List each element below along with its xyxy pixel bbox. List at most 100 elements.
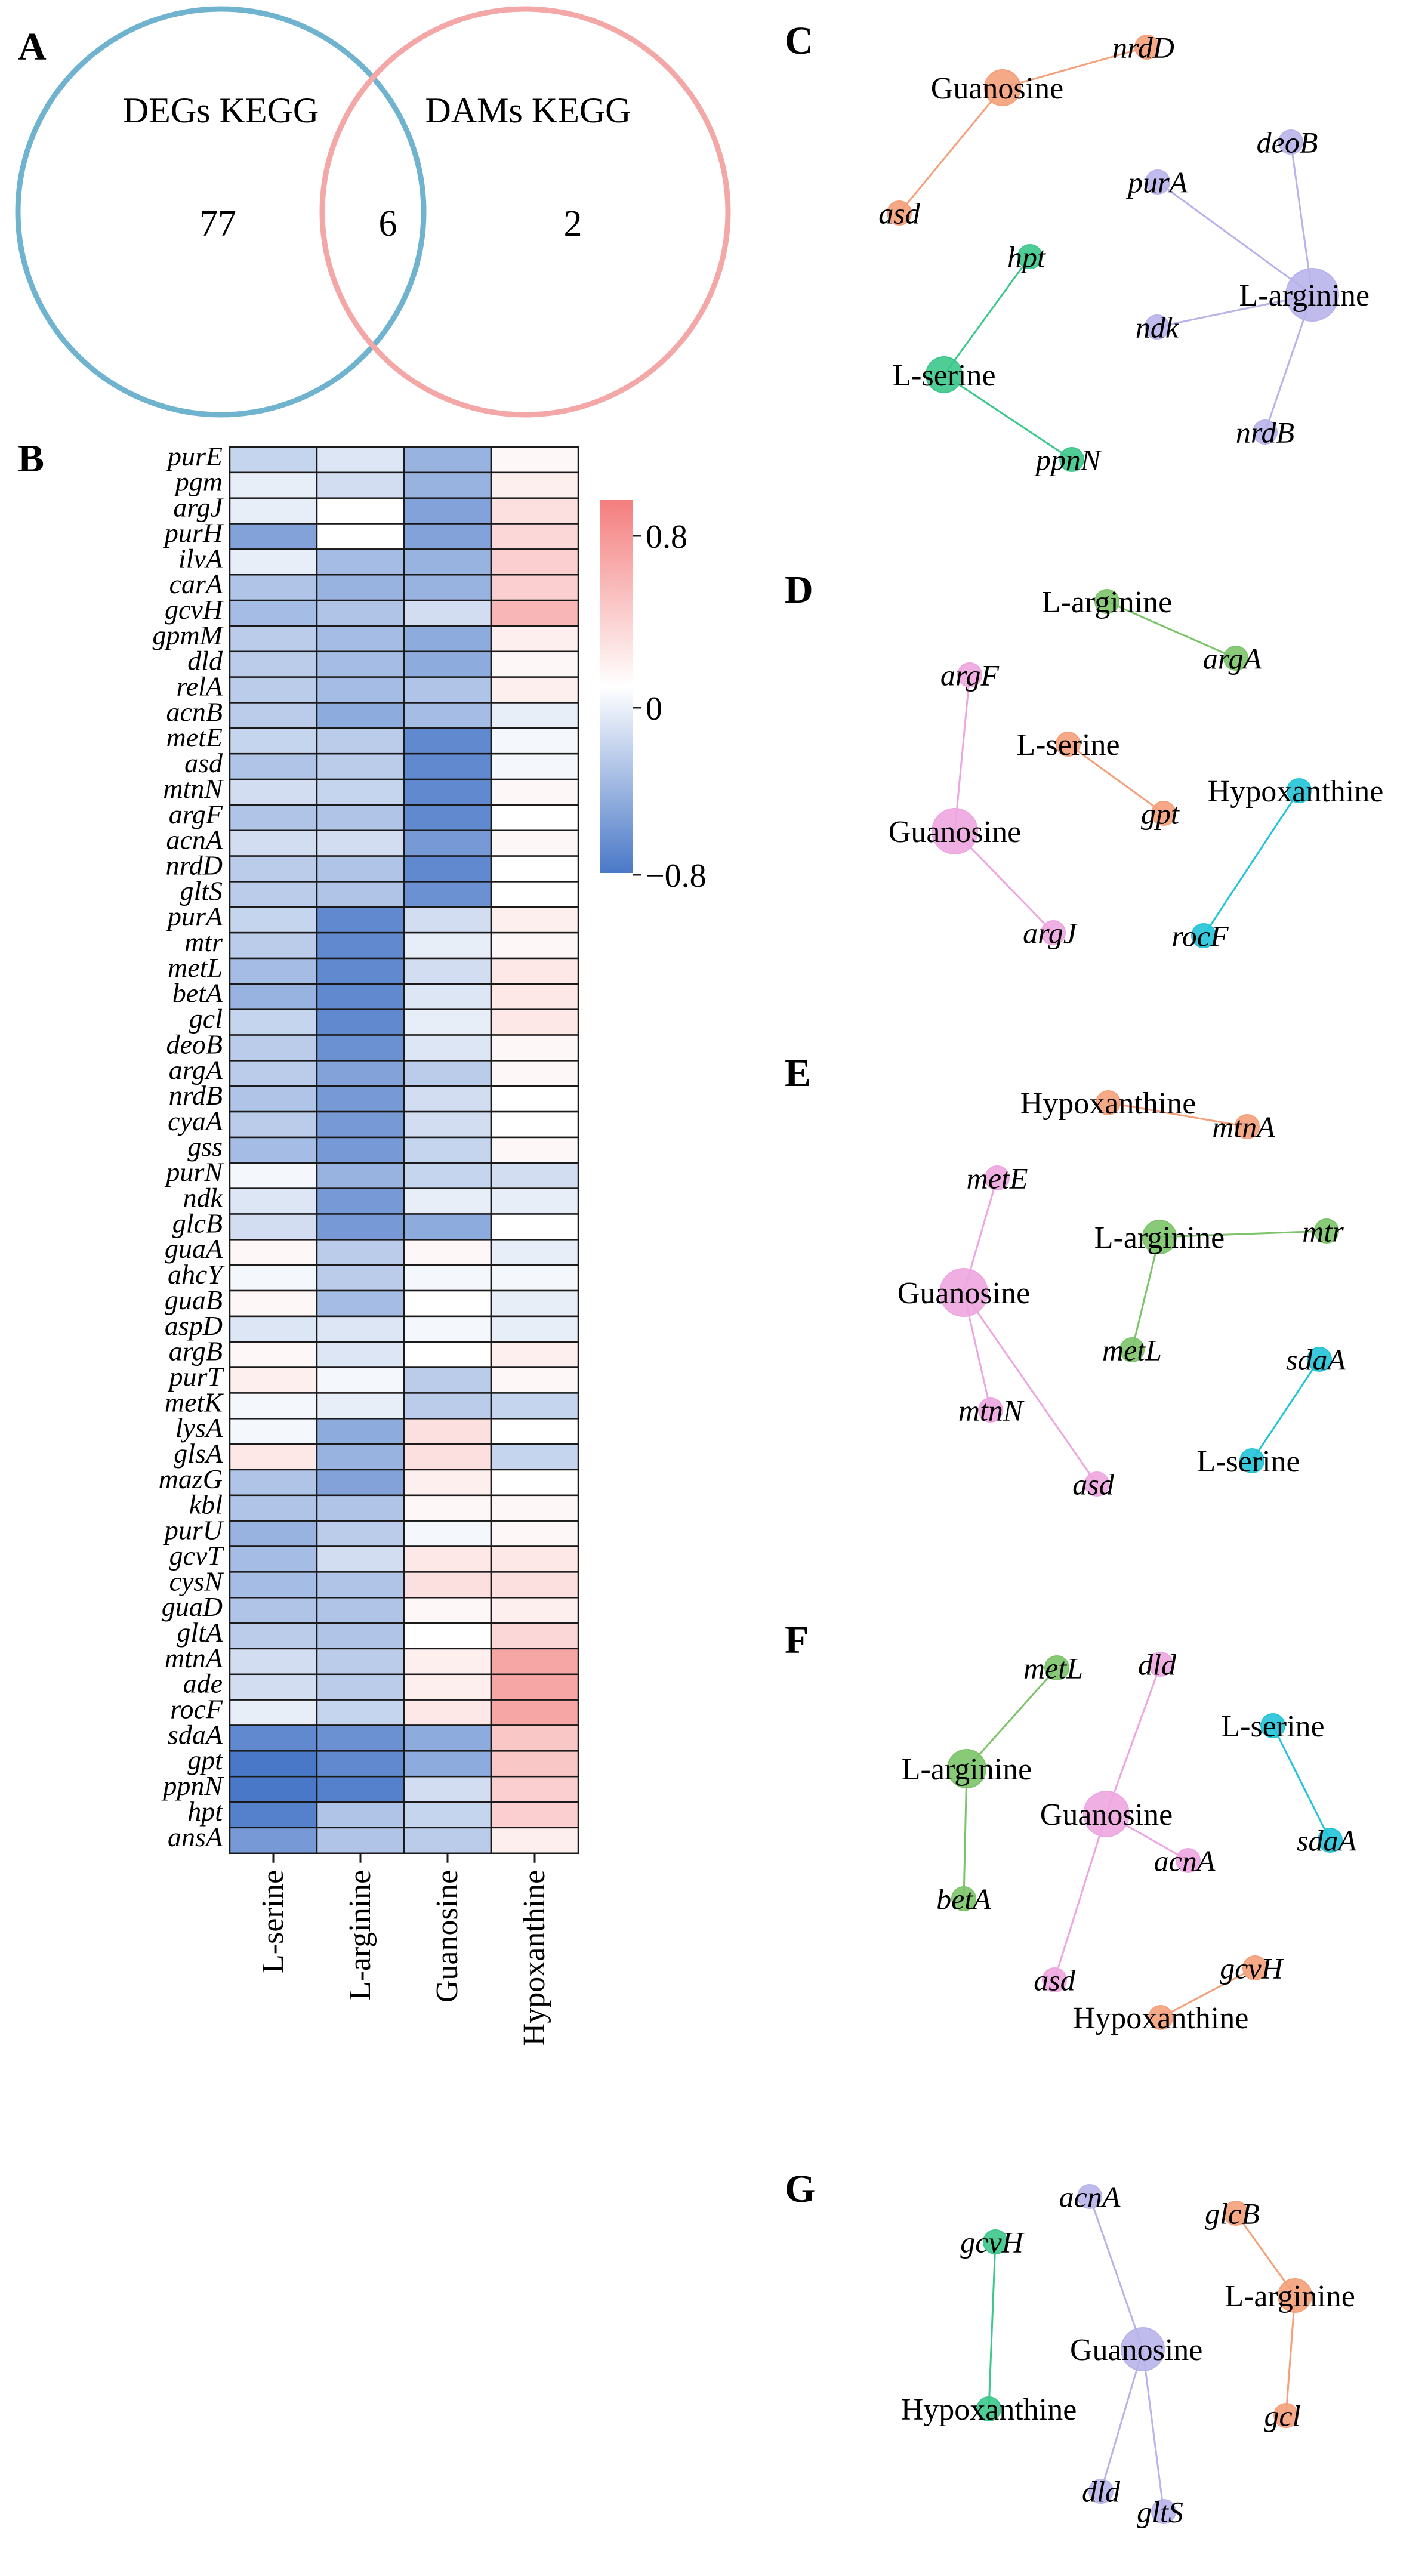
network-c: Guanosine nrdD asd L-arginine deoB purA ndk nrd… (878, 31, 1370, 477)
network-node-label-dld: dld (1082, 2475, 1121, 2509)
network-node-deob (1278, 129, 1303, 155)
heatmap-cell-gpt-guanosine (403, 1750, 492, 1778)
heatmap-cell-ppnn-l-arginine (316, 1775, 405, 1803)
heatmap-cell-gcvh-l-serine (229, 599, 318, 627)
network-node-label-l-serine: L-serine (1221, 1710, 1324, 1744)
heatmap-cell-ndk-l-serine (229, 1187, 318, 1215)
heatmap-row-label: purE (166, 441, 223, 471)
heatmap-row-label: sdaA (168, 1719, 223, 1750)
network-node-hypoxanthine (976, 2396, 1001, 2421)
network-node-label-nrdb: nrdB (1236, 416, 1294, 449)
network-node-l-serine (1260, 1713, 1285, 1738)
heatmap-cell-deob-hypoxanthine (490, 1034, 579, 1062)
heatmap-cell-glsa-guanosine (403, 1443, 492, 1471)
heatmap-cell-argb-l-serine (229, 1341, 318, 1368)
heatmap-cell-asd-l-arginine (316, 752, 405, 780)
heatmap-cell-dld-hypoxanthine (490, 650, 579, 678)
heatmap-cell-aspd-guanosine (403, 1315, 492, 1343)
heatmap-cell-sdaa-hypoxanthine (490, 1724, 579, 1752)
heatmap-cell-mtnn-l-arginine (316, 778, 405, 806)
heatmap-row-label: guaD (162, 1591, 223, 1622)
network-node-sdaa (1318, 1828, 1343, 1853)
network-edge-l-arginine-beta (963, 1768, 968, 1899)
heatmap-row-label: guaB (165, 1285, 223, 1315)
heatmap-cell-glsa-hypoxanthine (490, 1443, 579, 1471)
network-e: Hypoxanthine mtnA Guanosine metE mtnN asd L-ar… (897, 1087, 1346, 1501)
heatmap-cell-rela-hypoxanthine (490, 676, 579, 704)
network-node-label-ppnn: ppnN (1034, 443, 1102, 477)
network-node-mtnn (978, 1397, 1003, 1423)
heatmap-cell-deob-guanosine (403, 1034, 492, 1062)
heatmap-cell-argb-guanosine (403, 1341, 492, 1368)
heatmap-cell-gcvt-guanosine (403, 1545, 492, 1573)
heatmap-cell-glts-l-serine (229, 881, 318, 908)
network-node-rocf (1191, 923, 1216, 948)
heatmap-cell-nrdd-hypoxanthine (490, 855, 579, 883)
heatmap-row-label: argF (169, 799, 223, 829)
heatmap-row-labels: purEpgmargJpurHilvAcarAgcvHgpmMdldrelAac… (152, 441, 225, 1852)
heatmap-cell-mtna-l-serine (229, 1648, 318, 1676)
heatmap-row-label: ahcY (168, 1259, 225, 1289)
network-node-label-dld: dld (1138, 1648, 1177, 1682)
panel-label-c: C (785, 19, 813, 63)
heatmap-cell-ansa-hypoxanthine (490, 1827, 579, 1854)
network-node-label-glts: gltS (1137, 2495, 1183, 2529)
heatmap-cell-dld-l-arginine (316, 650, 405, 678)
heatmap-cell-glta-hypoxanthine (490, 1622, 579, 1650)
network-node-l-arginine (1142, 1220, 1177, 1254)
heatmap-cell-purn-hypoxanthine (490, 1162, 579, 1189)
panel-label-d: D (785, 568, 813, 612)
heatmap-cell-gss-l-arginine (316, 1136, 405, 1164)
heatmap-cell-gcvt-l-arginine (316, 1545, 405, 1573)
heatmap-cell-cara-hypoxanthine (490, 574, 579, 601)
heatmap-cell-mete-guanosine (403, 727, 492, 755)
heatmap-cell-ade-hypoxanthine (490, 1673, 579, 1701)
heatmap-row-label: gss (187, 1131, 223, 1162)
heatmap-cell-rela-guanosine (403, 676, 492, 704)
heatmap-cell-cyaa-guanosine (403, 1110, 492, 1139)
heatmap-cell-deob-l-serine (229, 1034, 318, 1062)
heatmap-cell-purn-l-arginine (316, 1162, 405, 1189)
heatmap-cell-ppnn-l-serine (229, 1775, 318, 1803)
heatmap-cell-cysn-l-arginine (316, 1571, 405, 1599)
heatmap-cell-rela-l-arginine (316, 676, 405, 704)
heatmap-cell-glcb-l-serine (229, 1213, 318, 1241)
network-node-label-hypoxanthine: Hypoxanthine (1020, 1087, 1196, 1121)
network-node-l-serine (1239, 1448, 1264, 1473)
heatmap-row-label: argA (169, 1054, 223, 1085)
heatmap-cell-mete-l-serine (229, 727, 318, 755)
heatmap-cell-gcvh-l-arginine (316, 599, 405, 627)
network-node-label-guanosine: Guanosine (1040, 1798, 1173, 1832)
network-node-metl (1044, 1655, 1069, 1680)
network-node-acna (1077, 2184, 1102, 2209)
heatmap-cell-pura-l-arginine (316, 906, 405, 934)
network-node-label-glcb: glcB (1205, 2197, 1260, 2231)
network-node-label-guanosine: Guanosine (889, 815, 1021, 849)
network-edge-l-serine-sdaa (1251, 1359, 1321, 1461)
heatmap-row-label: deoB (166, 1029, 223, 1059)
heatmap-cell-argf-hypoxanthine (490, 804, 579, 832)
heatmap-cell-puru-l-arginine (316, 1520, 405, 1547)
network-panels: Guanosine nrdD asd L-arginine deoB purA ndk nrd… (878, 31, 1383, 2529)
network-edge-l-arginine-arga (1106, 600, 1236, 659)
network-node-l-serine (926, 356, 963, 393)
heatmap-cell-beta-l-serine (229, 983, 318, 1010)
heatmap-row-label: lysA (175, 1412, 223, 1443)
heatmap-cell-acnb-hypoxanthine (490, 702, 579, 729)
heatmap-cell-ahcy-l-arginine (316, 1264, 405, 1292)
venn-count-degs-only: 77 (199, 203, 236, 244)
heatmap-cell-gpt-l-serine (229, 1750, 318, 1778)
network-node-label-guanosine: Guanosine (1070, 2333, 1202, 2367)
heatmap-cell-ahcy-guanosine (403, 1264, 492, 1292)
network-node-mete (985, 1165, 1010, 1190)
heatmap-cell-ndk-guanosine (403, 1187, 492, 1215)
heatmap-cell-kbl-l-serine (229, 1494, 318, 1522)
network-node-label-nrdd: nrdD (1112, 31, 1174, 64)
heatmap-cell-cysn-l-serine (229, 1571, 318, 1599)
heatmap-cell-nrdd-l-serine (229, 855, 318, 883)
heatmap-cell-rocf-hypoxanthine (490, 1699, 579, 1726)
network-node-gcl (1273, 2403, 1299, 2428)
heatmap-row-label: ppnN (161, 1770, 224, 1801)
